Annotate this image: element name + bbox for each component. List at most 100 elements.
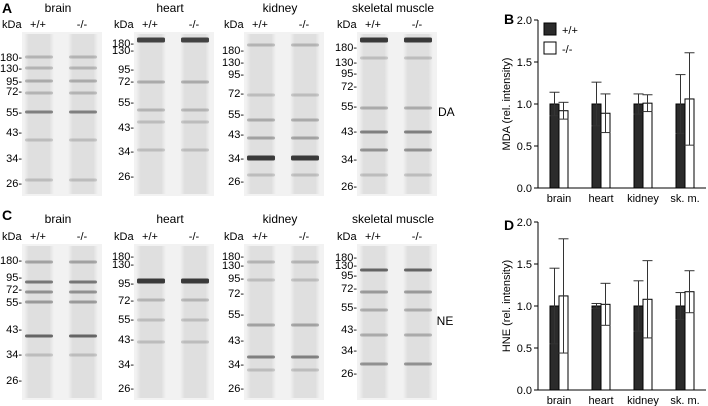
blot-tissue-label: skeletal muscle [352, 212, 434, 226]
blot-band [291, 136, 319, 140]
marker-label: 55- [118, 314, 134, 326]
blot-band [25, 91, 53, 95]
blot-tissue-label: skeletal muscle [352, 1, 434, 15]
marker-label: 130- [335, 57, 357, 69]
blot-band [181, 148, 209, 152]
blot-lane [24, 246, 54, 398]
blot-lane [246, 246, 276, 398]
blot-band [360, 333, 388, 337]
blot-band [247, 368, 275, 372]
blot-band [291, 43, 319, 47]
genotype-wt-label: +/+ [252, 231, 268, 243]
marker-label: 26- [228, 383, 244, 395]
y-tick-label: 0.0 [517, 183, 532, 195]
marker-label: 72- [118, 295, 134, 307]
panel-letter-d: D [504, 217, 514, 233]
genotype-ko-label: -/- [189, 231, 200, 243]
marker-label: 180- [0, 255, 22, 267]
y-tick-label: 0.0 [517, 385, 532, 397]
blot-band [291, 118, 319, 122]
blot-band [360, 148, 388, 152]
marker-label: 72- [118, 76, 134, 88]
genotype-ko-label: -/- [299, 19, 310, 31]
blot-band [137, 108, 165, 112]
marker-label: 26- [6, 375, 22, 387]
marker-label: 43- [118, 334, 134, 346]
marker-label: 34- [228, 359, 244, 371]
marker-label: 130- [222, 57, 244, 69]
marker-label: 43- [341, 126, 357, 138]
blot-lane [246, 34, 276, 194]
blot-bottom-0: brain kDa +/+ -/- 180- 95-72-55- 43- 34- 26- [0, 212, 102, 400]
marker-label: 95- [228, 69, 244, 81]
marker-label: 43- [6, 324, 22, 336]
genotype-ko-label: -/- [412, 231, 423, 243]
blot-band [360, 56, 388, 60]
y-tick-label: 1.5 [517, 57, 532, 69]
x-tick-label: sk. m. [670, 395, 699, 406]
blot-band [137, 37, 165, 43]
blot-top-0: brain kDa +/+ -/- 180-130-95-72- 55- 43- 34- 26- [0, 1, 102, 196]
marker-label: 55- [228, 309, 244, 321]
blot-band [247, 278, 275, 282]
blot-band [291, 323, 319, 327]
genotype-wt-label: +/+ [30, 231, 46, 243]
marker-label: 34- [118, 146, 134, 158]
marker-label: 130- [112, 45, 134, 57]
genotype-ko-label: -/- [77, 19, 88, 31]
genotype-ko-label: -/- [77, 231, 88, 243]
blot-band [404, 130, 432, 134]
blot-band [360, 290, 388, 294]
marker-label: 26- [118, 383, 134, 395]
blot-band [137, 80, 165, 84]
blot-band [137, 120, 165, 124]
blot-tissue-label: kidney [263, 212, 298, 226]
blot-band [404, 268, 432, 272]
blot-band [25, 300, 53, 304]
blot-band [360, 130, 388, 134]
blot-band [181, 120, 209, 124]
bar [558, 110, 569, 189]
blot-band [360, 37, 388, 43]
marker-label: 43- [118, 122, 134, 134]
blot-band [181, 318, 209, 322]
blot-band [404, 106, 432, 110]
blot-band [291, 93, 319, 97]
blot-band [69, 91, 97, 95]
marker-label: 34- [118, 359, 134, 371]
marker-label: 55- [228, 109, 244, 121]
y-axis-label: HNE (rel. intensity) [501, 260, 513, 352]
blot-band [69, 290, 97, 294]
x-tick-label: heart [588, 395, 613, 406]
blot-top-1: heart kDa +/+ -/- 180-130- 95-72- 55- 43- 34- 26- [112, 1, 214, 196]
blot-band [25, 334, 53, 338]
blot-lane [359, 34, 389, 194]
genotype-wt-label: +/+ [30, 19, 46, 31]
blot-band [181, 278, 209, 284]
marker-label: 72- [341, 283, 357, 295]
blot-band [69, 138, 97, 142]
blot-band [404, 56, 432, 60]
marker-label: 95- [341, 270, 357, 282]
marker-label: 130- [335, 260, 357, 272]
blot-band [69, 334, 97, 338]
blot-band [137, 298, 165, 302]
marker-label: 180- [112, 38, 134, 50]
bar-chart-d: 0.0 0.5 1.0 1.5 2.0 HNE (rel. intensity) brain… [501, 217, 706, 406]
genotype-ko-label: -/- [299, 231, 310, 243]
blot-band [181, 37, 209, 43]
y-tick-label: 2.0 [517, 217, 532, 229]
bar [591, 305, 602, 391]
genotype-ko-label: -/- [189, 19, 200, 31]
y-tick-label: 2.0 [517, 15, 532, 27]
marker-label: 26- [118, 171, 134, 183]
marker-label: 72- [228, 88, 244, 100]
blot-band [360, 173, 388, 177]
blot-band [69, 110, 97, 114]
marker-label: 180- [222, 45, 244, 57]
blot-band [247, 260, 275, 264]
blot-tissue-label: brain [45, 212, 72, 226]
legend-swatch [543, 22, 557, 36]
blot-band [69, 178, 97, 182]
